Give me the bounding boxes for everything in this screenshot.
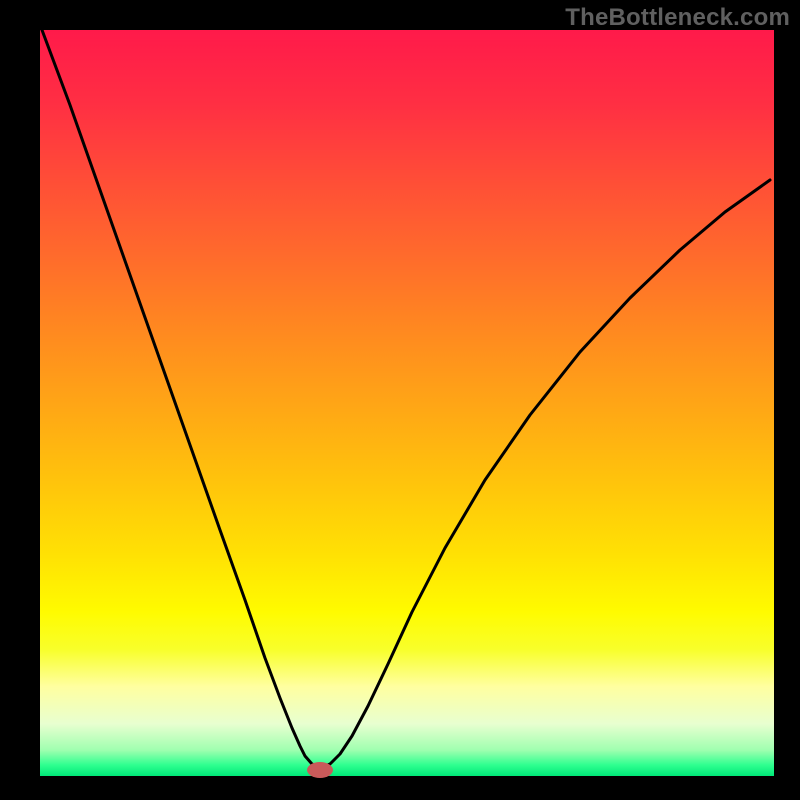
chart-container: TheBottleneck.com [0, 0, 800, 800]
plot-background [40, 30, 774, 776]
trough-marker [307, 762, 333, 778]
bottleneck-chart [0, 0, 800, 800]
watermark-text: TheBottleneck.com [565, 4, 790, 32]
